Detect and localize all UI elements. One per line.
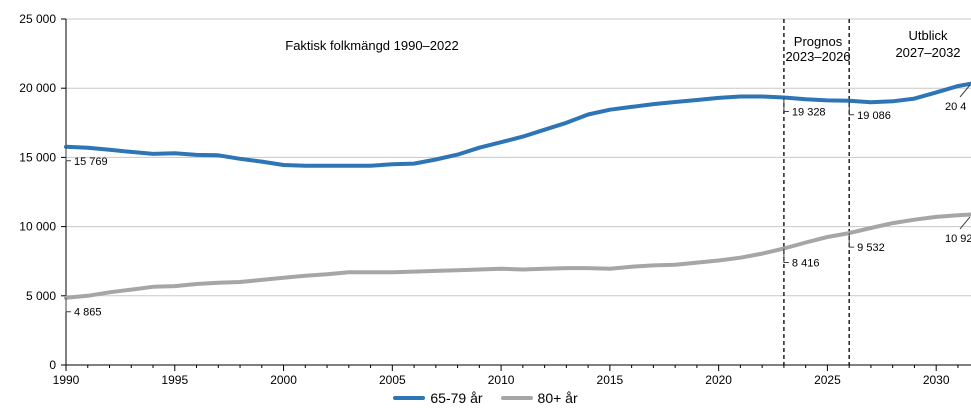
legend-swatch-80plus bbox=[500, 396, 533, 400]
y-tick-label: 10 000 bbox=[19, 220, 56, 234]
data-label: 4 865 bbox=[65, 297, 102, 319]
x-tick-label: 2010 bbox=[488, 373, 515, 387]
x-tick-label: 2020 bbox=[705, 373, 732, 387]
annotation-outlook-years: 2027–2032 bbox=[895, 45, 960, 60]
data-label-text: 15 769 bbox=[74, 156, 108, 168]
x-tick-label: 2030 bbox=[923, 373, 950, 387]
annotation-forecast-years: 2023–2026 bbox=[785, 49, 850, 64]
series-line-1 bbox=[64, 212, 971, 300]
series-lines bbox=[64, 81, 971, 300]
annotation-actual: Faktisk folkmängd 1990–2022 bbox=[285, 38, 458, 53]
series-line-0 bbox=[64, 81, 971, 168]
y-tick-label: 0 bbox=[49, 358, 56, 372]
line-chart: 0 5 000 10 000 15 000 20 000 25 000 1990 1995 20… bbox=[19, 12, 971, 387]
data-label-text: 9 532 bbox=[857, 242, 885, 254]
data-label-text: 19 328 bbox=[792, 107, 826, 119]
period-dividers bbox=[783, 19, 850, 365]
data-label: 9 532 bbox=[848, 233, 885, 254]
data-label-leader bbox=[783, 248, 789, 263]
period-annotations: Faktisk folkmängd 1990–2022 Prognos 2023… bbox=[285, 28, 960, 64]
y-tick-label: 25 000 bbox=[19, 12, 56, 26]
x-tick-label: 2005 bbox=[379, 373, 406, 387]
data-label: 19 328 bbox=[783, 97, 826, 119]
annotation-outlook-title: Utblick bbox=[908, 28, 948, 43]
data-label: 15 769 bbox=[65, 146, 108, 168]
data-label: 10 92 bbox=[945, 216, 971, 245]
legend-label-80plus: 80+ år bbox=[537, 390, 578, 406]
y-tick-label: 15 000 bbox=[19, 150, 56, 164]
legend-swatch-65-79 bbox=[393, 396, 426, 400]
annotation-forecast-title: Prognos bbox=[794, 34, 843, 49]
data-label-leader bbox=[959, 216, 971, 230]
x-tick-label: 2000 bbox=[270, 373, 297, 387]
data-label-text: 4 865 bbox=[74, 307, 102, 319]
data-label-leader bbox=[65, 297, 71, 313]
data-label: 20 4 bbox=[945, 84, 971, 113]
data-label: 19 086 bbox=[848, 100, 891, 122]
data-label-text: 8 416 bbox=[792, 258, 820, 270]
data-label-text: 19 086 bbox=[857, 110, 891, 122]
data-label-leader bbox=[65, 146, 71, 162]
data-label: 8 416 bbox=[783, 248, 820, 270]
data-label-leader bbox=[848, 100, 855, 116]
legend: 65-79 år 80+ år bbox=[0, 388, 971, 408]
x-tick-label: 1995 bbox=[161, 373, 188, 387]
y-tick-label: 5 000 bbox=[26, 289, 56, 303]
data-label-text: 10 92 bbox=[945, 233, 971, 245]
data-label-leader bbox=[783, 97, 789, 112]
data-label-leader bbox=[959, 84, 971, 98]
x-tick-label: 2015 bbox=[597, 373, 624, 387]
data-label-text: 20 4 bbox=[945, 101, 966, 113]
x-tick-label: 1990 bbox=[53, 373, 80, 387]
data-labels: 15 769 19 328 19 086 20 4 4 865 8 416 9 532 10 … bbox=[65, 84, 971, 319]
data-label-leader bbox=[848, 233, 855, 248]
gridlines bbox=[66, 18, 971, 297]
axes: 0 5 000 10 000 15 000 20 000 25 000 1990 1995 20… bbox=[19, 12, 971, 387]
y-tick-label: 20 000 bbox=[19, 81, 56, 95]
legend-label-65-79: 65-79 år bbox=[430, 390, 483, 406]
x-tick-label: 2025 bbox=[814, 373, 841, 387]
legend-item-80plus: 80+ år bbox=[500, 390, 578, 406]
legend-item-65-79: 65-79 år bbox=[393, 390, 483, 406]
